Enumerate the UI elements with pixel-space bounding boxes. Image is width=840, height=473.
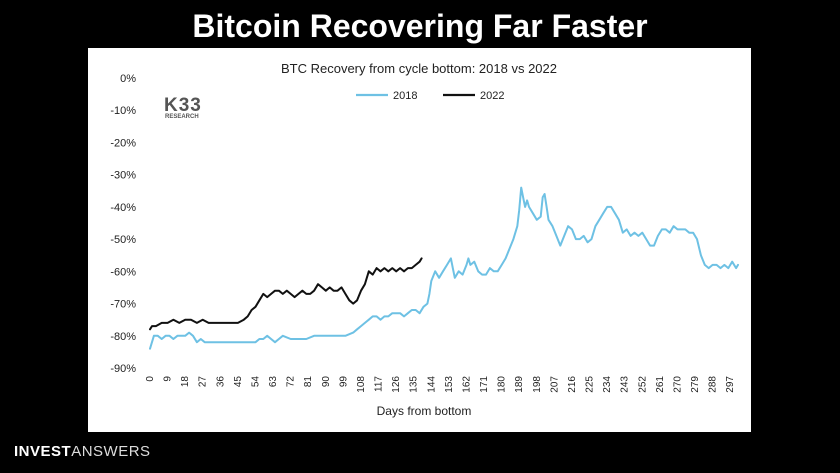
y-tick-label: -10% <box>110 105 136 117</box>
x-axis-label: Days from bottom <box>377 404 472 418</box>
x-tick-label: 9 <box>163 376 174 382</box>
brand-bold: INVEST <box>14 443 72 460</box>
legend: 2018 2022 <box>356 90 504 102</box>
series-line-2022 <box>149 257 423 331</box>
x-tick-label: 171 <box>479 376 490 393</box>
series-line-2018 <box>149 186 739 350</box>
x-tick-label: 36 <box>215 376 226 388</box>
x-tick-label: 99 <box>338 376 349 388</box>
x-tick-label: 279 <box>690 376 701 393</box>
y-tick-label: -80% <box>110 331 136 343</box>
series-layer <box>149 186 739 350</box>
x-tick-label: 261 <box>655 376 666 393</box>
x-tick-label: 153 <box>444 376 455 393</box>
x-tick-label: 297 <box>725 376 736 393</box>
y-tick-label: -40% <box>110 202 136 214</box>
chart-title: BTC Recovery from cycle bottom: 2018 vs … <box>281 61 557 76</box>
x-tick-label: 252 <box>637 376 648 393</box>
x-tick-label: 108 <box>356 376 367 393</box>
x-tick-label: 135 <box>409 376 420 393</box>
chart-panel: BTC Recovery from cycle bottom: 2018 vs … <box>88 48 751 432</box>
slide-title: Bitcoin Recovering Far Faster <box>192 8 648 44</box>
k33-logo: K33 RESEARCH <box>164 95 202 120</box>
brand-light: ANSWERS <box>71 443 151 460</box>
logo-sub: RESEARCH <box>165 114 199 120</box>
y-tick-label: -30% <box>110 170 136 182</box>
x-tick-label: 180 <box>497 376 508 393</box>
x-tick-label: 288 <box>708 376 719 393</box>
legend-label-2018: 2018 <box>393 90 417 102</box>
x-tick-label: 72 <box>286 376 297 388</box>
x-tick-label: 63 <box>268 376 279 388</box>
x-tick-label: 126 <box>391 376 402 393</box>
x-tick-label: 0 <box>145 376 156 382</box>
x-tick-label: 162 <box>461 376 472 393</box>
x-tick-label: 45 <box>233 376 244 388</box>
x-tick-label: 81 <box>303 376 314 388</box>
x-tick-label: 270 <box>672 376 683 393</box>
line-chart: BTC Recovery from cycle bottom: 2018 vs … <box>110 61 739 418</box>
x-tick-label: 225 <box>585 376 596 393</box>
y-tick-label: -90% <box>110 363 136 375</box>
x-axis-ticks: 0 9 18 27 36 45 54 63 72 81 90 99 108 117 126 135 144 153… <box>145 376 736 393</box>
y-tick-label: -50% <box>110 234 136 246</box>
x-tick-label: 189 <box>514 376 525 393</box>
x-tick-label: 144 <box>426 376 437 393</box>
logo-main: K33 <box>164 95 202 116</box>
x-tick-label: 117 <box>374 376 385 392</box>
y-tick-label: -20% <box>110 137 136 149</box>
x-tick-label: 198 <box>532 376 543 393</box>
x-tick-label: 18 <box>180 376 191 388</box>
x-tick-label: 207 <box>549 376 560 393</box>
x-tick-label: 54 <box>250 376 261 388</box>
y-axis-ticks: 0% -10% -20% -30% -40% -50% -60% -70% -80% -90% <box>110 73 136 375</box>
y-tick-label: -70% <box>110 299 136 311</box>
y-tick-label: -60% <box>110 266 136 278</box>
x-tick-label: 27 <box>198 376 209 388</box>
x-tick-label: 243 <box>620 376 631 393</box>
x-tick-label: 216 <box>567 376 578 393</box>
y-tick-label: 0% <box>120 73 136 85</box>
x-tick-label: 234 <box>602 376 613 393</box>
brand-logo: INVESTANSWERS <box>14 442 151 462</box>
legend-label-2022: 2022 <box>480 90 504 102</box>
x-tick-label: 90 <box>321 376 332 388</box>
